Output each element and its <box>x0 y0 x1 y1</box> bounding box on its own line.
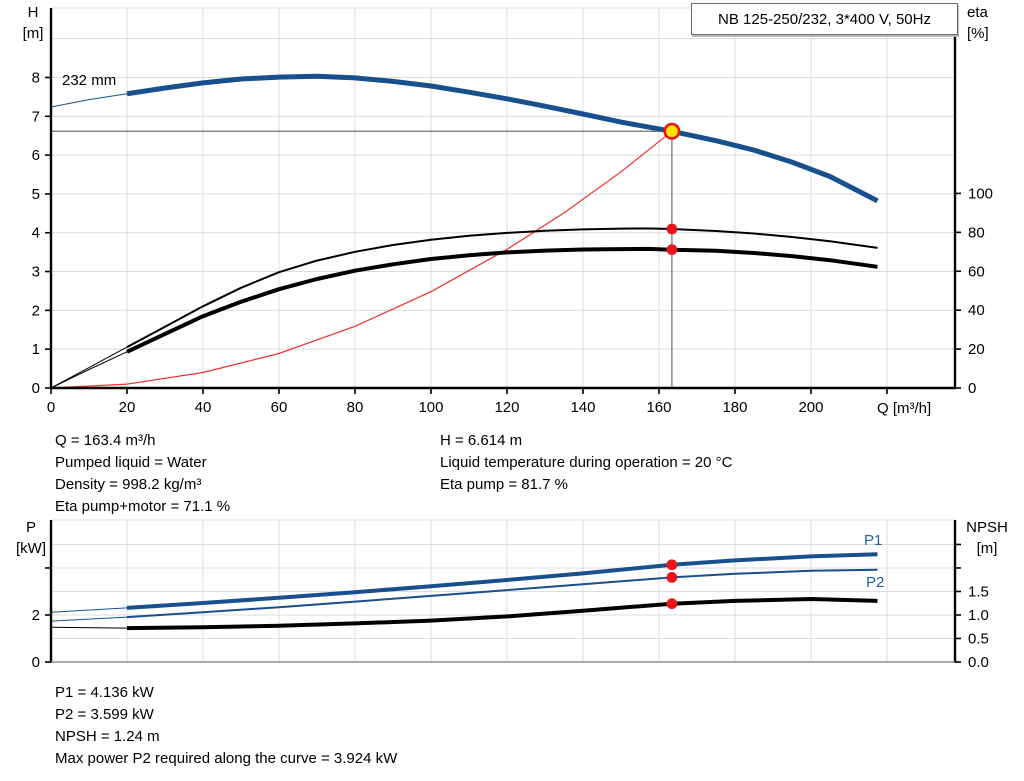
svg-text:80: 80 <box>968 224 985 241</box>
eta-pump-curve <box>126 227 878 348</box>
eta-pump-motor-curve-leadin <box>50 351 128 389</box>
head-axis-unit: [m] <box>22 25 44 42</box>
svg-text:60: 60 <box>968 263 985 280</box>
flow-axis-caption: Q [m³/h] <box>877 400 932 417</box>
svg-text:2: 2 <box>32 607 40 624</box>
svg-text:6: 6 <box>32 147 40 164</box>
info-eta-total: Eta pump+motor = 71.1 % <box>55 498 231 515</box>
svg-text:5: 5 <box>32 186 40 203</box>
info-density: Density = 998.2 kg/m³ <box>55 476 202 493</box>
eta-pump-motor-curve <box>126 246 878 354</box>
duty-info-left: Q = 163.4 m³/h Pumped liquid = Water Den… <box>55 430 230 518</box>
p1-curve <box>126 552 878 610</box>
info-flow: Q = 163.4 m³/h <box>55 432 156 449</box>
head-curve <box>126 73 879 204</box>
svg-text:1.5: 1.5 <box>968 583 989 600</box>
operating-point-dot <box>666 598 678 610</box>
svg-text:4: 4 <box>32 225 40 242</box>
power-axis-unit: [kW] <box>16 540 46 557</box>
svg-text:3: 3 <box>32 264 40 281</box>
pump-title-text: NB 125-250/232, 3*400 V, 50Hz <box>718 10 931 28</box>
svg-text:1.0: 1.0 <box>968 607 989 624</box>
svg-text:7: 7 <box>32 108 40 125</box>
npsh-axis-unit: [m] <box>976 540 998 557</box>
svg-text:8: 8 <box>32 69 40 86</box>
head-axis-caption: H [m] <box>12 2 54 44</box>
eta-axis-unit: [%] <box>967 25 989 42</box>
svg-text:0.5: 0.5 <box>968 630 989 647</box>
head-axis-name: H <box>27 4 39 21</box>
info-eta-pump: Eta pump = 81.7 % <box>440 476 568 493</box>
svg-text:40: 40 <box>195 399 212 416</box>
svg-text:160: 160 <box>646 399 671 416</box>
affinity-curve <box>50 130 673 389</box>
head-curve-leadin <box>50 93 128 108</box>
npsh-curve <box>126 597 878 631</box>
svg-text:80: 80 <box>347 399 364 416</box>
operating-point-dot <box>666 244 678 256</box>
svg-text:0.0: 0.0 <box>968 654 989 671</box>
duty-info-right: H = 6.614 m Liquid temperature during op… <box>440 430 732 496</box>
eta-pump-curve-leadin <box>50 346 128 389</box>
svg-text:1: 1 <box>32 341 40 358</box>
svg-text:0: 0 <box>32 654 40 671</box>
operating-point-dot <box>666 559 678 571</box>
npsh-axis-caption: NPSH [m] <box>960 517 1014 559</box>
eta-axis-caption: eta [%] <box>967 2 1017 44</box>
p1-curve-label: P1 <box>864 532 883 549</box>
power-axis-name: P <box>25 519 36 536</box>
svg-text:120: 120 <box>494 399 519 416</box>
svg-text:40: 40 <box>968 302 985 319</box>
svg-text:0: 0 <box>47 399 55 416</box>
eta-axis-name: eta <box>967 4 988 21</box>
svg-text:60: 60 <box>271 399 288 416</box>
p1-curve-leadin <box>50 607 128 613</box>
operating-point-dot <box>666 571 678 583</box>
info-temperature: Liquid temperature during operation = 20… <box>440 454 733 471</box>
pump-title-box: NB 125-250/232, 3*400 V, 50Hz <box>691 3 958 35</box>
info-p1: P1 = 4.136 kW <box>55 684 154 701</box>
svg-text:0: 0 <box>32 380 40 397</box>
operating-point-dot <box>666 223 678 235</box>
svg-text:2: 2 <box>32 302 40 319</box>
svg-text:200: 200 <box>798 399 823 416</box>
svg-text:140: 140 <box>570 399 595 416</box>
svg-text:0: 0 <box>968 380 976 397</box>
npsh-axis-name: NPSH <box>966 519 1008 536</box>
info-p2: P2 = 3.599 kW <box>55 706 154 723</box>
npsh-curve-leadin <box>50 626 128 629</box>
duty-point-marker[interactable] <box>663 122 681 140</box>
svg-text:100: 100 <box>418 399 443 416</box>
p2-curve-leadin <box>50 616 128 622</box>
svg-text:20: 20 <box>119 399 136 416</box>
p2-curve-label: P2 <box>866 574 885 591</box>
svg-text:180: 180 <box>722 399 747 416</box>
info-head: H = 6.614 m <box>440 432 523 449</box>
info-npsh: NPSH = 1.24 m <box>55 728 160 745</box>
info-liquid: Pumped liquid = Water <box>55 454 207 471</box>
impeller-diameter-label: 232 mm <box>62 72 117 89</box>
power-axis-caption: P [kW] <box>8 517 54 559</box>
p2-curve <box>126 568 878 619</box>
duty-info-bottom: P1 = 4.136 kW P2 = 3.599 kW NPSH = 1.24 … <box>55 682 397 770</box>
info-max-p2: Max power P2 required along the curve = … <box>55 750 398 767</box>
svg-text:100: 100 <box>968 185 993 202</box>
svg-text:20: 20 <box>968 341 985 358</box>
